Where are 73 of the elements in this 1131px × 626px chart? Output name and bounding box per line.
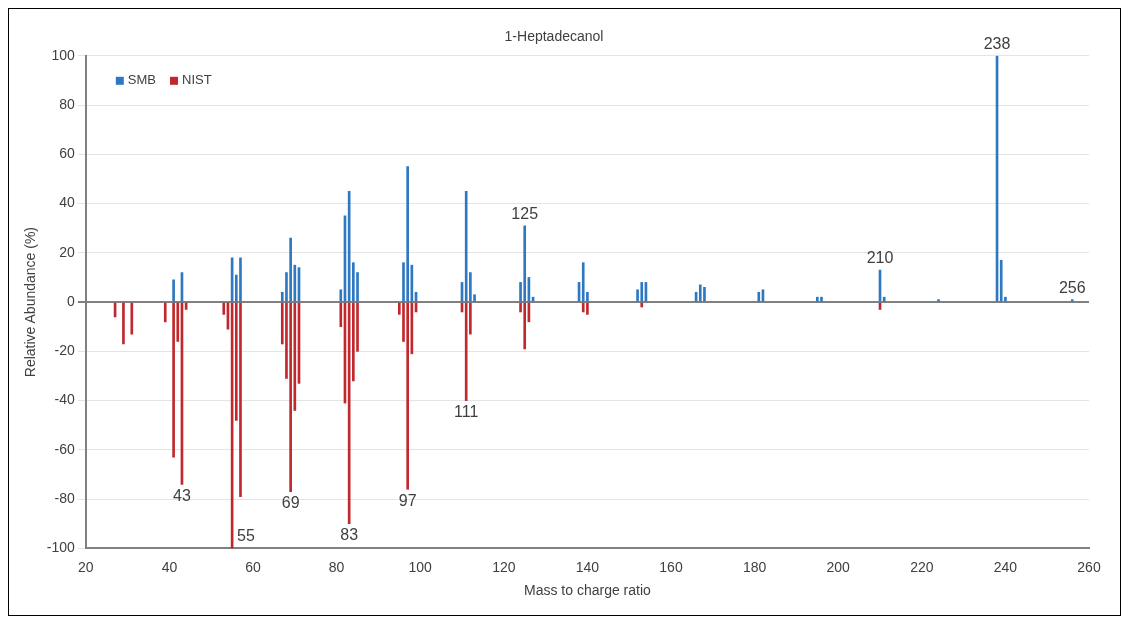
bar xyxy=(464,302,468,401)
y-tick-label: 40 xyxy=(59,194,76,211)
annotation: 238 xyxy=(983,35,1011,53)
x-tick-label: 100 xyxy=(408,558,433,575)
bar xyxy=(130,302,134,335)
y-tick-label: -20 xyxy=(54,342,76,359)
bar xyxy=(339,289,343,302)
bar xyxy=(289,237,292,302)
x-tick-label: 200 xyxy=(826,558,851,575)
y-tick-label: -60 xyxy=(54,440,76,457)
x-tick-label: 260 xyxy=(1077,558,1101,575)
bar xyxy=(406,166,409,302)
y-tick-label: -100 xyxy=(46,539,76,556)
bar xyxy=(239,302,242,498)
annotation: 55 xyxy=(237,526,256,544)
y-tick-label: 0 xyxy=(67,292,76,309)
annotation: 69 xyxy=(281,494,300,512)
bar xyxy=(937,299,940,302)
y-tick-label: 60 xyxy=(59,145,76,162)
x-tick-label: 120 xyxy=(492,558,516,575)
annotation: 210 xyxy=(866,249,894,267)
y-tick-label: 20 xyxy=(59,243,76,260)
bar xyxy=(640,282,644,302)
bar xyxy=(523,302,527,350)
bar xyxy=(172,279,175,302)
y-tick-label: 100 xyxy=(51,46,76,63)
x-tick-label: 220 xyxy=(910,558,934,575)
x-tick-label: 240 xyxy=(993,558,1018,575)
x-tick-label: 20 xyxy=(78,558,94,575)
bar xyxy=(815,296,819,302)
bar xyxy=(122,302,125,345)
bar xyxy=(999,259,1003,302)
x-tick-label: 160 xyxy=(659,558,683,575)
legend-label: SMB xyxy=(127,72,156,88)
bar xyxy=(698,284,702,302)
bar xyxy=(640,302,644,308)
bar xyxy=(820,296,823,302)
legend-label: NIST xyxy=(181,72,212,88)
x-tick-label: 40 xyxy=(161,558,178,575)
bar xyxy=(289,302,292,493)
annotation: 43 xyxy=(173,486,191,504)
annotation: 111 xyxy=(454,403,479,421)
bar xyxy=(339,302,343,328)
bar xyxy=(352,262,355,302)
annotation: 125 xyxy=(511,205,539,223)
bar xyxy=(703,286,706,302)
annotation: 83 xyxy=(340,526,359,544)
bar xyxy=(586,302,589,315)
bar xyxy=(352,302,355,382)
x-tick-label: 80 xyxy=(328,558,345,575)
chart-title: 1-Heptadecanol xyxy=(504,28,604,45)
bar xyxy=(239,257,242,302)
bar xyxy=(1070,299,1074,302)
annotation: 97 xyxy=(398,491,417,509)
bar xyxy=(581,302,585,313)
bar xyxy=(163,302,167,323)
x-tick-label: 60 xyxy=(245,558,262,575)
y-tick-label: -80 xyxy=(54,490,76,506)
bar xyxy=(222,302,226,315)
bar xyxy=(464,190,468,302)
bar xyxy=(523,225,527,302)
x-axis-title: Mass to charge ratio xyxy=(523,582,652,599)
bar xyxy=(406,302,409,490)
x-tick-label: 140 xyxy=(575,558,600,575)
x-tick-label: 180 xyxy=(742,558,767,575)
bar xyxy=(172,302,175,458)
bar xyxy=(757,291,761,302)
y-tick-label: -40 xyxy=(54,391,76,408)
y-tick-label: 80 xyxy=(59,95,76,112)
bar xyxy=(581,262,585,302)
annotation: 256 xyxy=(1058,279,1086,297)
bar xyxy=(882,296,886,302)
y-axis-title: Relative Abundance (%) xyxy=(22,227,39,378)
